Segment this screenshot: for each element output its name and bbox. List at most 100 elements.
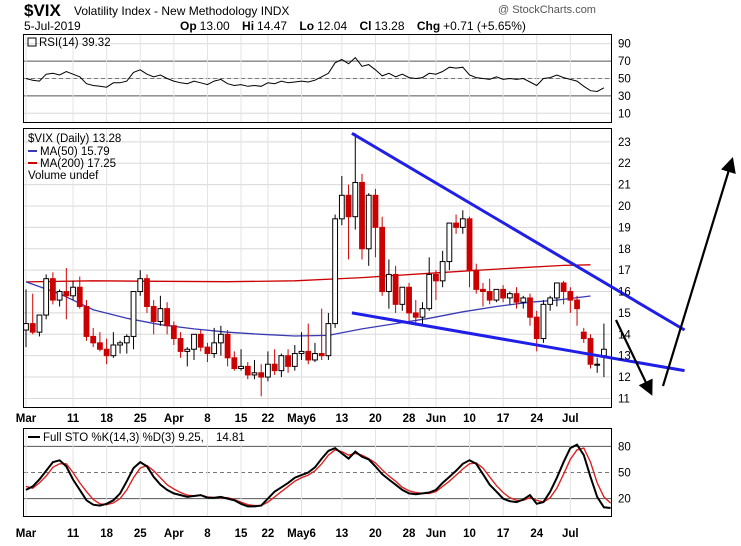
candle [191,333,197,360]
candle [601,323,607,378]
x-tick-label-lower: Apr [164,528,184,540]
candle [493,288,500,303]
y-axis-labels: 1112131415161718192021222310305070902050… [618,39,631,506]
candle [412,300,419,326]
price-legend: $VIX (Daily) 13.28 MA(50) 15.79 MA(200) … [28,133,121,182]
rsi-tick-label: 50 [618,74,631,86]
low-label: Lo [299,19,315,33]
candle-body [157,308,164,322]
candle-body [506,293,513,299]
candle [97,332,103,352]
candle-body [520,297,527,303]
ohlc-readout: Op 13.00 Hi 14.47 Lo 12.04 Cl 13.28 Chg +0.71… [180,19,535,33]
x-tick-label-lower: 11 [67,528,80,540]
candle-body [553,282,560,299]
candle [325,312,332,360]
price-caption: $VIX (Daily) 13.28 [28,133,121,145]
down-arrow [615,319,653,396]
candle [265,351,271,382]
x-tick-label-lower: 20 [369,528,382,540]
candle [312,342,318,363]
candle [466,216,473,288]
high-value: 14.47 [257,19,288,33]
candle [90,327,97,348]
candle [123,334,130,354]
x-tick-label-lower: 8 [204,528,211,540]
x-tick-label-lower: 15 [235,528,248,540]
candle-body [224,333,231,359]
candle-body [500,288,507,299]
x-tick-label: Jun [426,413,446,425]
x-tick-label-lower: Jul [562,528,579,540]
candle [217,325,224,356]
candle-body [83,305,90,337]
candle [70,280,76,301]
chart-symbol: $VIX [24,1,61,20]
candle [486,278,493,305]
candle-body [385,273,392,293]
candle-body [547,297,554,305]
candle [439,250,446,288]
sto-panel [23,428,612,517]
rsi-layer [25,56,605,93]
candle-body [23,323,29,331]
candle [164,302,171,335]
rsi-line [25,56,605,93]
candle [305,323,312,365]
candle [580,327,587,343]
sto-d-line [25,447,612,507]
x-axis-labels: Mar Mar 11 11 18 18 25 25 Apr Apr 8 8 15 15 22 22 May6 Ma… [16,413,579,540]
price-tick-label: 22 [618,158,631,170]
candle [83,300,90,341]
candle-body [285,355,291,367]
candle [473,263,480,294]
x-tick-label: 15 [235,413,248,425]
annotation-arrows [615,157,736,396]
candle-body [412,312,419,318]
up-arrow [661,157,736,387]
candle [76,276,83,309]
ma50-line [25,281,591,337]
price-panel [23,128,612,408]
candle-body [540,303,547,340]
price-tick-label: 18 [618,244,631,256]
sto-gridlines [24,429,611,516]
x-tick-label-lower: May6 [287,528,316,540]
open-label: Op [180,19,197,33]
candle-body [379,226,386,293]
candle-body [123,335,130,344]
candle [547,295,554,311]
wedge-trendline [351,311,685,373]
price-tick-label: 13 [618,351,631,363]
x-tick-label-lower: 28 [403,528,416,540]
candle-body [291,353,298,367]
candle [63,268,70,320]
sto-k-line [25,443,611,509]
candle [285,349,291,373]
candle-body [493,288,500,301]
close-value: 13.28 [374,19,405,33]
x-tick-label: Apr [164,413,184,425]
candle-body [43,278,50,316]
candle [298,332,305,360]
x-tick-label: 20 [369,413,382,425]
candle-body [473,269,480,290]
ma200-layer [25,264,591,283]
candle-body [352,181,359,218]
candle [197,330,204,352]
candle [170,321,177,345]
chart-security-name: Volatility Index - New Methodology INDX [74,4,290,18]
sto-layer [25,443,612,509]
candle-body [170,325,177,340]
x-tick-label-lower: 22 [262,528,275,540]
candle-body [110,344,117,357]
x-tick-label-lower: 24 [530,528,543,540]
sto-legend: Full STO %K(14,3) %D(3) 9.25, 14.81 [28,432,245,444]
rsi-tick-label: 70 [618,56,631,68]
ma50-layer [25,281,591,337]
candle-body [184,348,191,352]
rsi-caption: RSI(14) 39.32 [39,37,111,49]
candle-body [574,299,580,310]
candle [567,287,574,313]
price-tick-label: 16 [618,287,631,299]
